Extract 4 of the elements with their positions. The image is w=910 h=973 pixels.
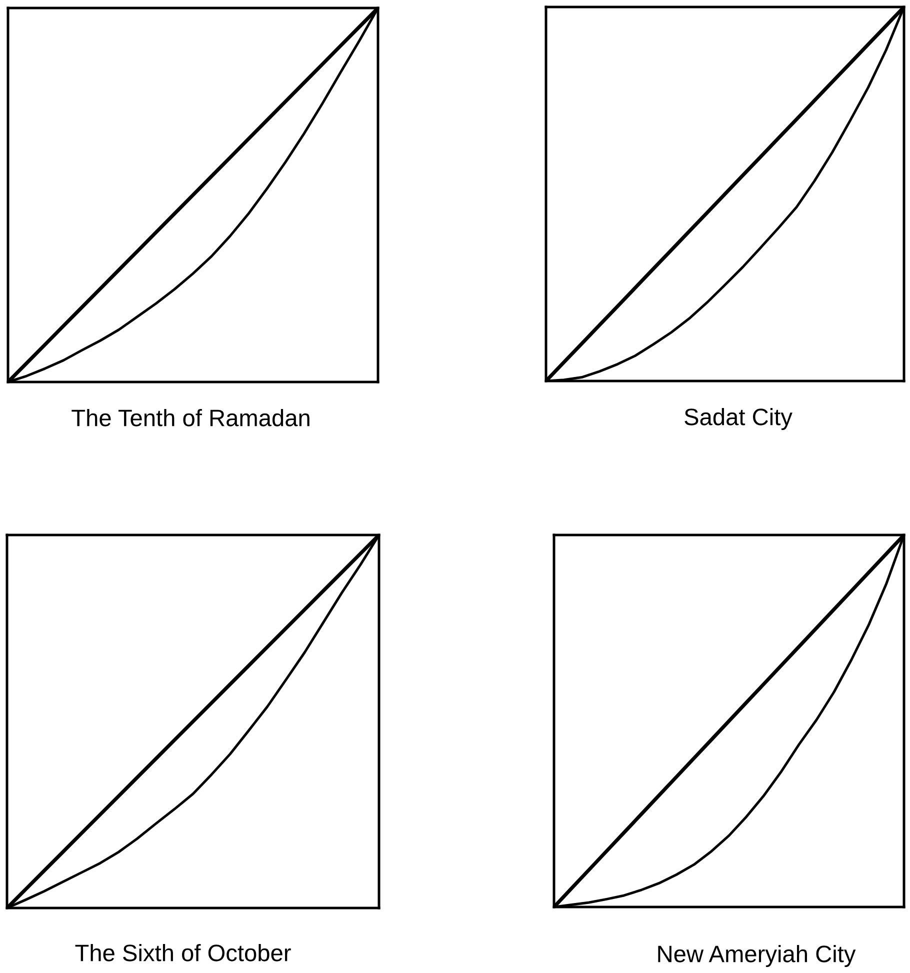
text: New Ameryiah City [658, 944, 856, 968]
text: The Tenth of Ramadan [72, 408, 310, 426]
text: The Sixth of October [75, 944, 291, 962]
text: Sadat City [684, 408, 792, 430]
